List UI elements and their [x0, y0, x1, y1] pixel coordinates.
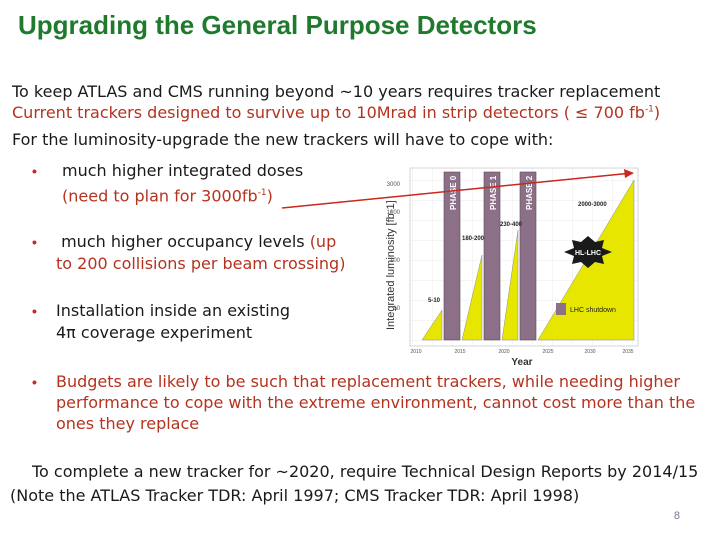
bullet-3-line-1: Installation inside an existing	[56, 301, 291, 320]
chart-ytick-10: 10	[393, 306, 400, 312]
chart-ytick-1000: 1000	[387, 210, 401, 216]
bullet-2-line-1-b: (up	[309, 232, 337, 251]
ramp-2	[461, 254, 483, 341]
phase-1-bar	[483, 171, 501, 341]
bullet-4: Budgets are likely to be such that repla…	[56, 371, 695, 434]
xtick-2030: 2030	[584, 349, 595, 355]
phase-1-label: PHASE 1	[489, 175, 498, 210]
bullet-2-line-1-a: much higher occupancy levels	[61, 232, 310, 251]
hl-lhc-label: HL-LHC	[575, 250, 601, 257]
bullet-marker-4: •	[32, 374, 37, 390]
footer-line-1: To complete a new tracker for ~2020, req…	[32, 462, 699, 481]
bullet-1-line-2-sup: -1	[257, 188, 267, 198]
footer-line-2: (Note the ATLAS Tracker TDR: April 1997;…	[10, 486, 580, 505]
bullet-3-line-2: 4π coverage experiment	[56, 323, 253, 342]
bullet-1-line-2-main: (need to plan for 3000fb	[62, 186, 258, 206]
intro-line-2: Current trackers designed to survive up …	[12, 103, 660, 122]
ramp-1	[421, 309, 443, 341]
bullet-marker-1: •	[32, 163, 37, 179]
xtick-2035: 2035	[622, 349, 633, 355]
intro-line-2-sup: -1	[644, 104, 654, 115]
intro-line-2-main: Current trackers designed to survive up …	[12, 103, 645, 122]
xtick-2010: 2010	[410, 349, 421, 355]
bullet-4-line-3: ones they replace	[56, 414, 200, 433]
bullet-1: much higher integrated doses (need to pl…	[62, 160, 303, 207]
bullet-4-line-1: Budgets are likely to be such that repla…	[56, 372, 680, 391]
bullet-marker-3: •	[32, 303, 37, 319]
shutdown-legend-label: LHC shutdown	[570, 307, 616, 314]
intro-line-3: For the luminosity-upgrade the new track…	[12, 130, 554, 149]
bullet-1-line-1: much higher integrated doses	[62, 161, 304, 180]
hl-lhc-badge	[564, 236, 612, 268]
chart-ytick-3000: 3000	[387, 182, 401, 188]
bullet-3: Installation inside an existing 4π cover…	[56, 300, 290, 344]
intro-line-2-end: )	[653, 103, 661, 122]
page-number: 8	[673, 510, 680, 522]
phase-2-bar	[519, 171, 537, 341]
bullet-2-line-2: to 200 collisions per beam crossing)	[56, 254, 346, 273]
phase-0-bar	[443, 171, 461, 341]
shutdown-legend-swatch	[556, 303, 566, 315]
bullet-2-line-1: much higher occupancy levels (up	[56, 231, 345, 253]
label-230-400: 230-400	[500, 222, 523, 228]
label-5-10: 5-10	[428, 298, 441, 304]
chart-ylabel: Integrated luminosity [fb-1]	[385, 200, 397, 330]
chart-xlabel: Year	[511, 357, 532, 368]
label-2000-3000: 2000-3000	[578, 202, 607, 208]
chart-ytick-100: 100	[390, 258, 401, 264]
xtick-2025: 2025	[542, 349, 553, 355]
intro-line-1: To keep ATLAS and CMS running beyond ~10…	[12, 82, 661, 101]
label-180-200: 180-200	[462, 236, 485, 242]
phase-2-label: PHASE 2	[525, 175, 534, 210]
phase-0-label: PHASE 0	[449, 175, 458, 210]
bullet-1-line-2: (need to plan for 3000fb-1)	[62, 182, 303, 207]
xtick-2020: 2020	[498, 349, 509, 355]
bullet-marker-2: •	[32, 234, 37, 250]
slide-title: Upgrading the General Purpose Detectors	[18, 10, 537, 40]
bullet-4-line-2: performance to cope with the extreme env…	[56, 393, 696, 412]
bullet-2: much higher occupancy levels (up to 200 …	[56, 231, 345, 275]
xtick-2015: 2015	[454, 349, 465, 355]
bullet-1-line-2-end: )	[266, 186, 273, 206]
ramp-3	[501, 229, 519, 341]
luminosity-chart: Integrated luminosity [fb-1] 3000 1000 1…	[385, 167, 639, 368]
